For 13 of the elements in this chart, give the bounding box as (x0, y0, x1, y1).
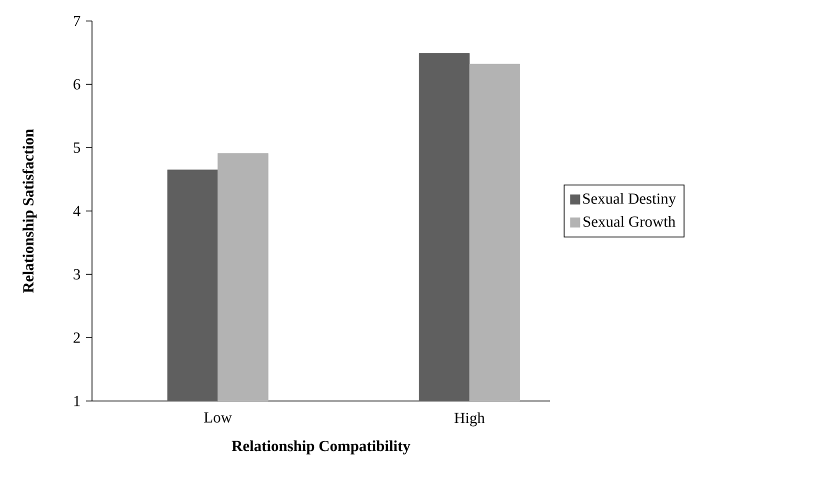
legend-label: Sexual Growth (584, 216, 676, 227)
x-tick-label: Low (204, 412, 232, 423)
x-axis-title: Relationship Compatibility (232, 440, 410, 454)
y-tick-label: 2 (74, 332, 80, 343)
x-tick-label: High (454, 412, 485, 426)
y-tick-label: 7 (74, 16, 80, 26)
y-tick-label: 5 (74, 142, 80, 153)
y-tick-label: 1 (74, 396, 80, 406)
y-tick-label: 6 (74, 79, 80, 90)
y-axis-title: Relationship Satisfaction (22, 129, 37, 293)
y-tick-label: 4 (73, 206, 80, 216)
legend-label: Sexual Destiny (583, 192, 676, 208)
y-tick-label: 3 (74, 269, 80, 280)
